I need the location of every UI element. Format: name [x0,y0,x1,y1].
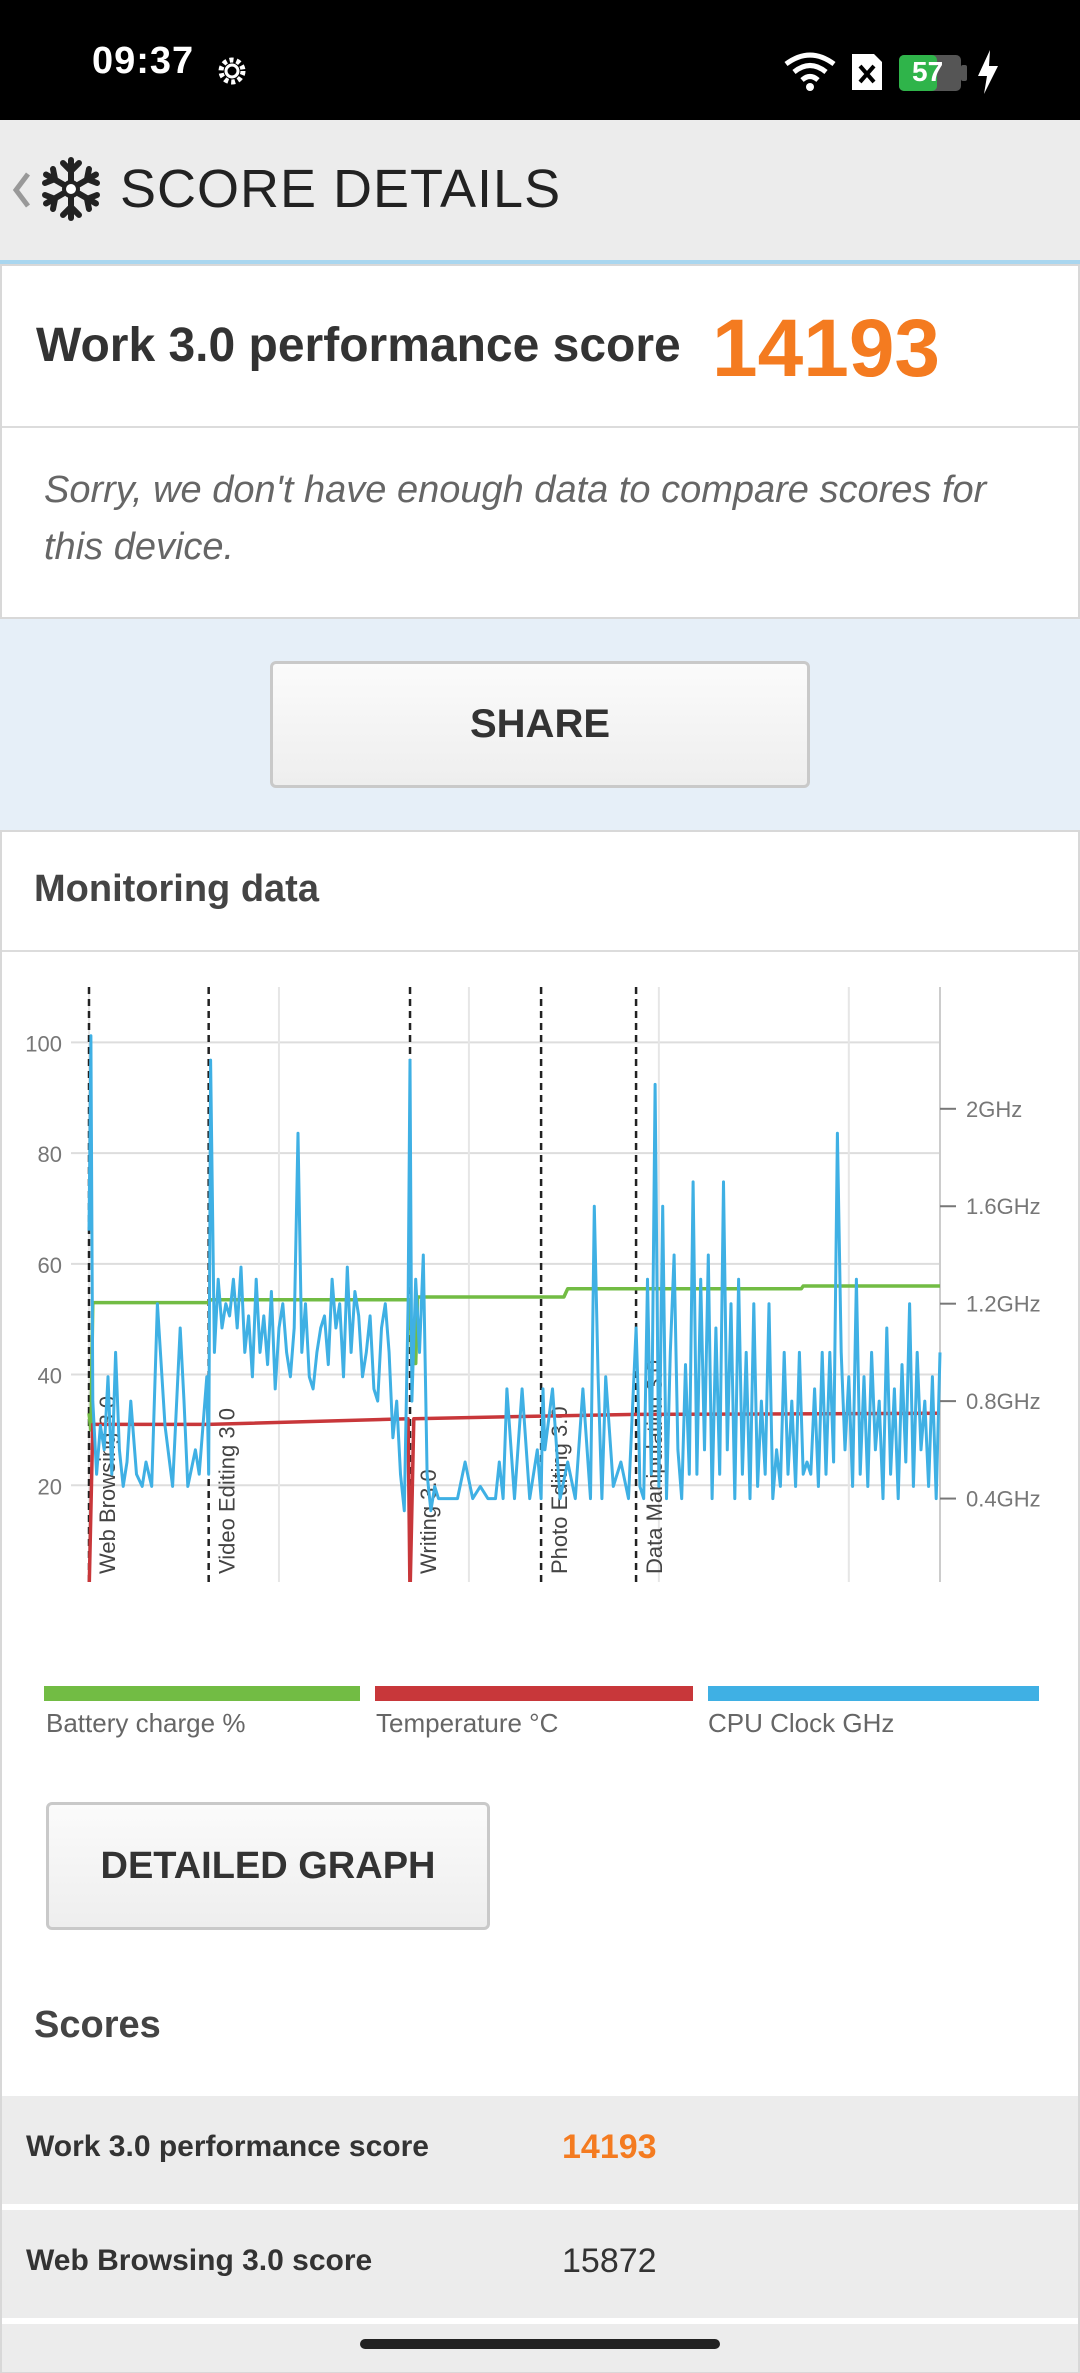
score-row-label: Web Browsing 3.0 score [26,2244,373,2277]
divider [2,950,1080,952]
section-label: Video Editing 3.0 [215,1408,240,1574]
y-right-tick-label: 0.8GHz [966,1389,1041,1414]
score-card: Work 3.0 performance score 14193 Sorry, … [0,264,1080,619]
scores-title: Scores [34,2004,161,2046]
legend-swatch-cpu [708,1686,1039,1701]
page-title: SCORE DETAILS [120,159,562,219]
score-value: 14193 [712,303,941,394]
battery-level: 57 [912,56,944,87]
wifi-icon [784,52,836,91]
share-button[interactable]: SHARE [270,661,810,788]
section-label: Web Browsing 3.0 [95,1396,120,1574]
y-right-tick-label: 1.6GHz [966,1194,1041,1219]
battery-icon [899,55,967,91]
y-tick-label: 20 [38,1474,62,1499]
y-tick-label: 60 [38,1253,62,1278]
legend-label-battery: Battery charge % [46,1708,246,1738]
y-tick-label: 40 [38,1364,62,1389]
detailed-graph-button[interactable]: DETAILED GRAPH [46,1802,490,1930]
legend-swatch-battery [44,1686,360,1701]
y-tick-label: 100 [25,1031,62,1056]
comparison-note: Sorry, we don't have enough data to comp… [44,469,987,568]
score-row-label: Work 3.0 performance score [26,2130,429,2163]
status-bar: 09:37 57 [0,0,1080,120]
monitoring-title: Monitoring data [34,868,319,910]
score-row: Work 3.0 performance score 14193 [2,2096,1078,2204]
y-right-tick-label: 0.4GHz [966,1487,1041,1512]
monitoring-chart: Web Browsing 3.0 Video Editing 3.0 Writing… [25,987,1041,1582]
gear-icon [218,57,246,85]
legend-label-cpu: CPU Clock GHz [708,1708,895,1738]
series-line-battery [87,1284,940,1432]
divider [2,426,1080,428]
y-tick-label: 80 [38,1142,62,1167]
score-row-value: 15872 [562,2242,657,2280]
y-right-tick-label: 2GHz [966,1097,1022,1122]
charging-bolt-icon [978,50,998,94]
snowflake-icon [42,157,100,221]
monitoring-card: Monitoring data Web Browsing 3.0 Video Ed… [0,830,1080,2373]
sim-off-icon [852,54,882,90]
score-row-value: 14193 [562,2128,657,2166]
series-line-cpu [87,1034,942,1513]
back-chevron-icon[interactable] [12,172,32,208]
score-label: Work 3.0 performance score [36,319,681,372]
legend-label-temperature: Temperature °C [376,1708,559,1738]
status-time: 09:37 [92,40,195,82]
gesture-nav-handle[interactable] [360,2339,720,2349]
legend-swatch-temperature [375,1686,693,1701]
y-right-tick-label: 1.2GHz [966,1292,1041,1317]
score-row: Web Browsing 3.0 score 15872 [2,2210,1078,2318]
app-header: SCORE DETAILS [0,120,1080,264]
